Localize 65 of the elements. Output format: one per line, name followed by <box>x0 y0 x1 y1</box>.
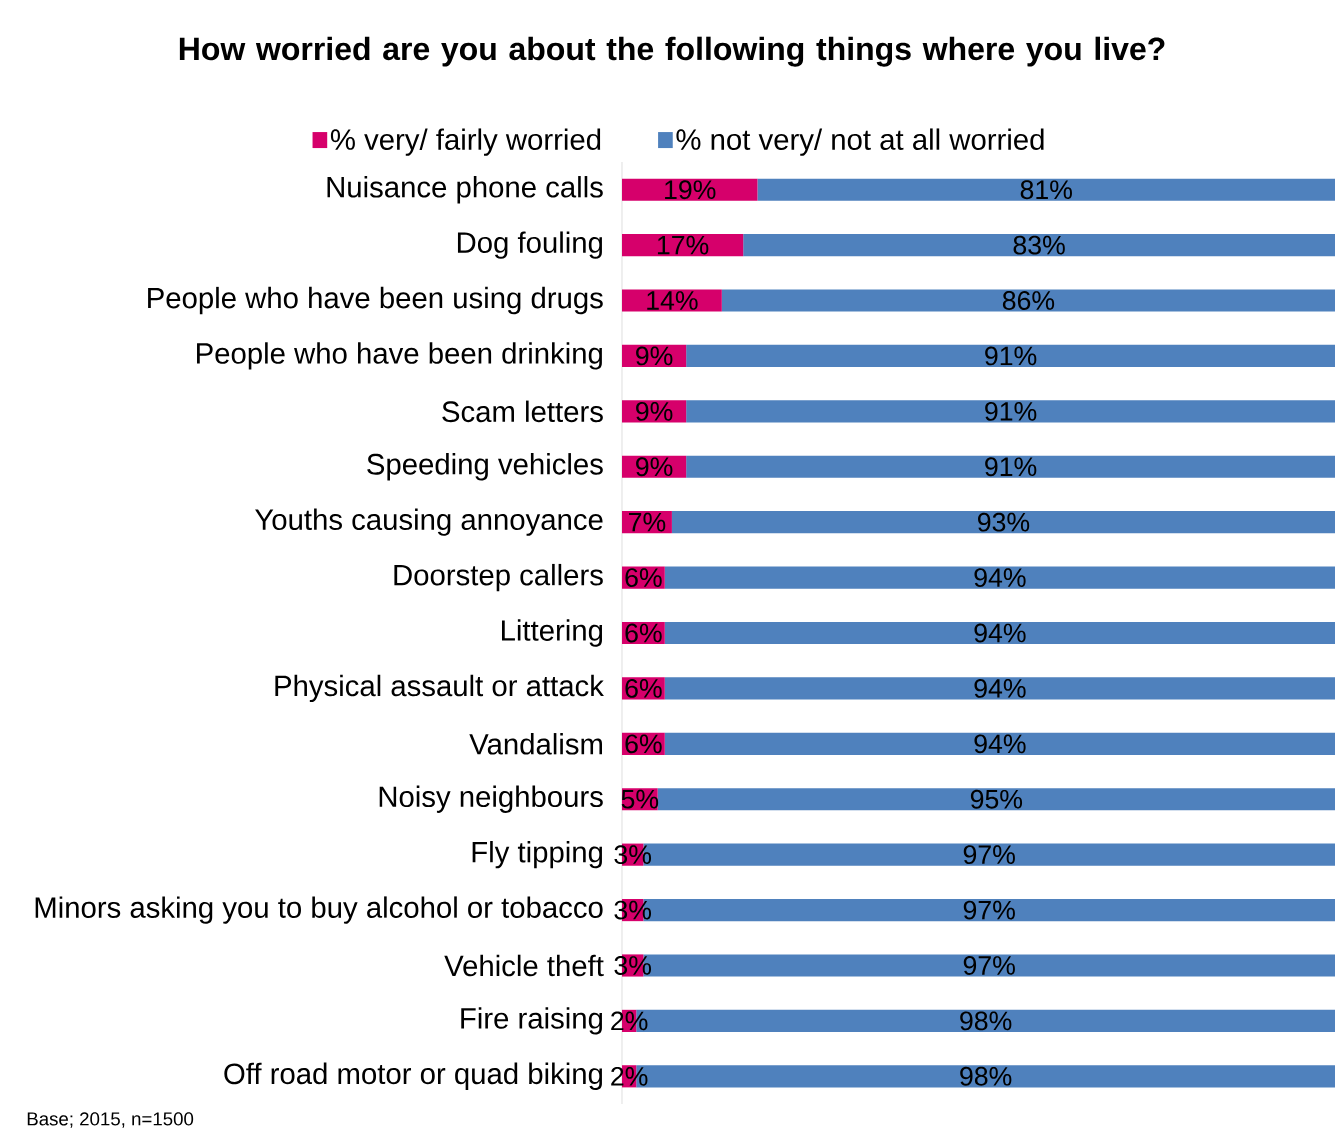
bar <box>664 621 1335 645</box>
data-label: 86% <box>1002 291 1055 310</box>
y-tick-label: Doorstep callers <box>394 563 603 592</box>
y-tick-label: People who have been using drugs <box>148 286 603 315</box>
y-tick-label: People who have been drinking <box>197 342 602 370</box>
data-label: 94% <box>974 678 1026 698</box>
data-label: 97% <box>963 900 1015 920</box>
y-tick-label: Off road motor or quad biking <box>224 1062 603 1090</box>
data-label: 19% <box>665 180 716 200</box>
bar <box>664 732 1335 755</box>
data-label: 93% <box>978 512 1030 532</box>
bar <box>686 344 1335 368</box>
bar <box>757 178 1335 201</box>
y-tick-label: Fire raising <box>461 1007 603 1035</box>
data-label: 97% <box>963 845 1015 865</box>
bar <box>664 677 1335 700</box>
data-label: 9% <box>636 457 673 477</box>
data-label: 81% <box>1020 180 1072 200</box>
data-label: 94% <box>974 623 1026 643</box>
legend-label: % not very/ not at all worried <box>676 128 1044 156</box>
bar <box>664 566 1335 589</box>
legend-label: % very/ fairly worried <box>330 128 601 156</box>
data-label: 91% <box>985 401 1037 421</box>
data-label: 2% <box>611 1011 648 1031</box>
data-label: 97% <box>963 956 1015 975</box>
y-tick-label: Speeding vehicles <box>367 453 603 481</box>
data-label: 6% <box>625 734 662 754</box>
bar <box>671 511 1335 534</box>
y-tick-label: Youths causing annoyance <box>255 508 603 536</box>
data-label: 98% <box>960 1011 1012 1031</box>
y-tick-label: Littering <box>502 619 603 647</box>
data-label: 6% <box>625 678 662 698</box>
data-label: 17% <box>657 235 709 255</box>
y-tick-label: Minors asking you to buy alcohol or tobacco <box>35 896 603 924</box>
data-label: 94% <box>974 568 1026 588</box>
data-label: 6% <box>625 568 662 588</box>
bar <box>686 400 1335 423</box>
data-label: 94% <box>974 734 1026 754</box>
data-label: 7% <box>629 512 666 532</box>
bar <box>743 234 1335 257</box>
data-label: 2% <box>611 1066 648 1086</box>
y-tick-label: Vehicle theft <box>444 954 604 977</box>
data-label: 9% <box>636 401 673 421</box>
data-label: 14% <box>647 291 698 310</box>
data-label: 91% <box>985 346 1037 366</box>
y-tick-label: Physical assault or attack <box>275 674 604 703</box>
data-label: 83% <box>1013 235 1065 255</box>
y-tick-label: Dog fouling <box>457 231 603 259</box>
data-label: 95% <box>970 789 1023 809</box>
bar <box>622 289 722 312</box>
data-label: 91% <box>985 457 1037 477</box>
y-tick-label: Scam letters <box>442 400 603 423</box>
y-tick-label: Noisy neighbours <box>379 785 603 813</box>
data-label: 9% <box>636 346 673 366</box>
y-tick-label: Nuisance phone calls <box>327 176 603 204</box>
text: Base; 2015, n=1500 <box>27 1112 194 1128</box>
bar <box>721 289 1335 312</box>
y-tick-label: Vandalism <box>469 733 602 755</box>
data-label: 6% <box>625 623 662 643</box>
bar <box>686 455 1335 478</box>
bar <box>657 788 1335 811</box>
y-tick-label: Fly tipping <box>472 840 603 869</box>
bar <box>622 234 744 257</box>
chart-title: How worried are you about the following things where you live? <box>179 36 1165 67</box>
data-label: 98% <box>960 1066 1012 1086</box>
